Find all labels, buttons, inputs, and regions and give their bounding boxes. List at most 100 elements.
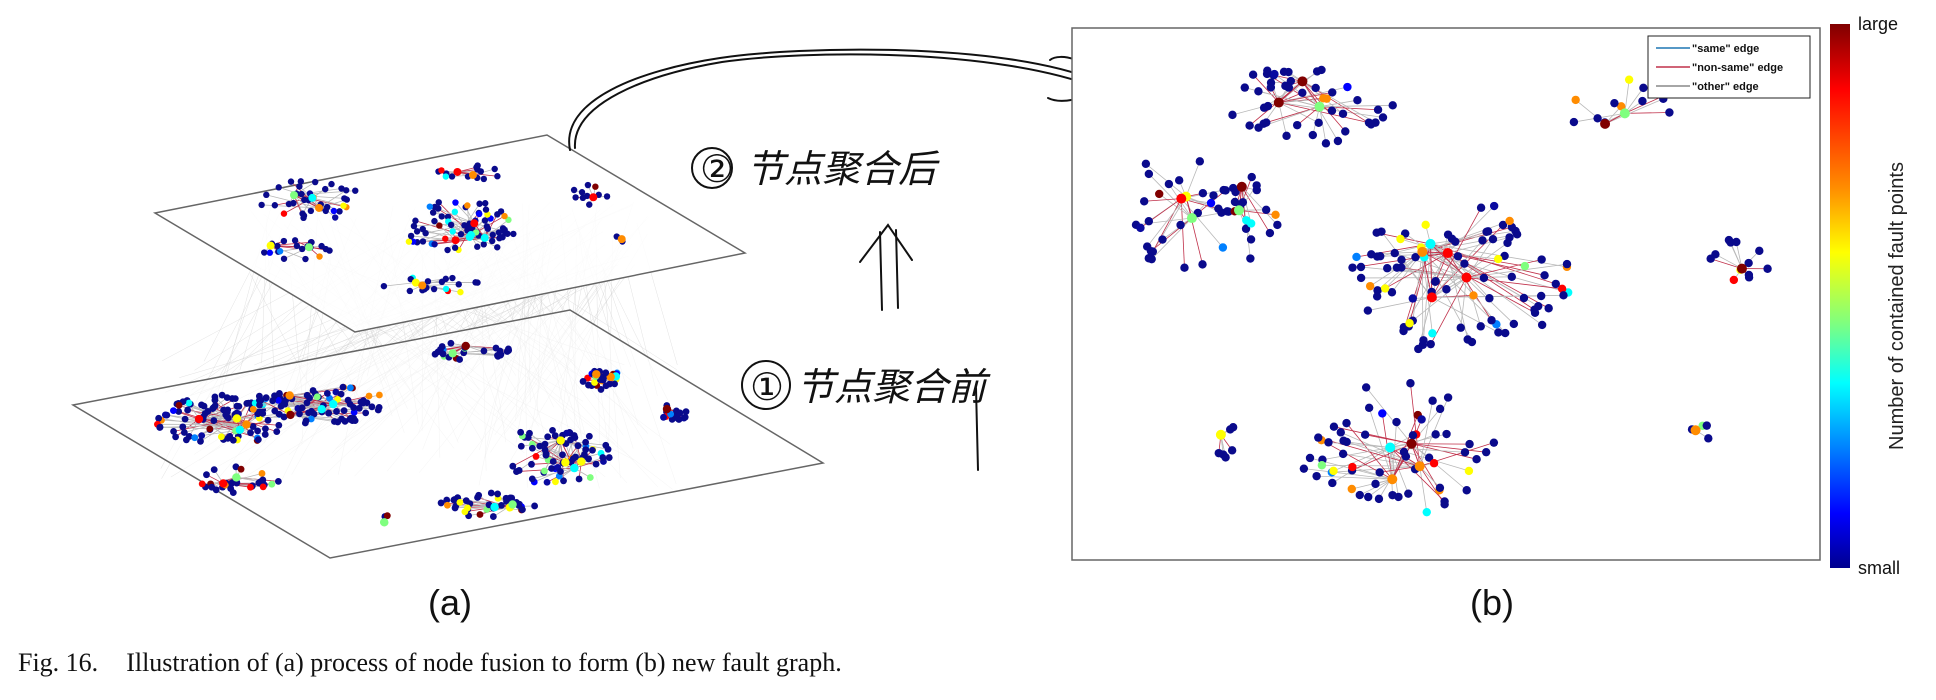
graph-node — [1421, 220, 1430, 230]
graph-edge — [1367, 296, 1432, 311]
graph-node — [339, 383, 347, 391]
graph-edge — [1333, 447, 1391, 472]
graph-node — [504, 230, 511, 237]
circled-one — [741, 360, 791, 410]
graph-node — [1460, 448, 1470, 457]
subfigure-label-a: (a) — [428, 582, 472, 623]
handwriting-top: ② 节点聚合后 — [700, 147, 940, 191]
graph-edge — [1368, 407, 1393, 480]
graph-node — [1507, 272, 1517, 282]
graph-node — [424, 278, 432, 285]
graph-edge — [1391, 414, 1419, 480]
graph-node — [1469, 291, 1478, 300]
graph-edge — [1321, 464, 1420, 467]
fault-graph-b — [1131, 65, 1772, 517]
graph-node — [1372, 228, 1381, 237]
graph-node — [1371, 479, 1380, 489]
graph-node — [1422, 507, 1431, 517]
graph-node — [528, 475, 536, 483]
graph-node — [1373, 286, 1382, 295]
graph-node — [1429, 459, 1439, 468]
graph-edge — [1389, 447, 1409, 494]
graph-node — [1428, 329, 1437, 338]
graph-node — [182, 436, 190, 444]
graph-node — [1298, 88, 1307, 97]
graph-node — [1498, 220, 1508, 230]
graph-hub-node — [453, 167, 462, 176]
graph-node — [1408, 294, 1418, 303]
graph-node — [492, 344, 500, 352]
graph-node — [1231, 187, 1240, 197]
graph-node — [155, 414, 163, 422]
graph-node — [1328, 478, 1337, 488]
graph-node — [1308, 130, 1318, 140]
graph-edge — [532, 467, 575, 480]
graph-node — [1665, 108, 1674, 117]
graph-node — [1460, 259, 1469, 268]
graph-node — [206, 425, 214, 433]
graph-node — [172, 433, 179, 441]
graph-node — [170, 407, 177, 415]
graph-node — [247, 483, 254, 491]
graph-edge — [1409, 277, 1467, 324]
graph-edge — [1389, 447, 1393, 496]
graph-hub-node — [1385, 442, 1396, 453]
graph-node — [263, 191, 270, 199]
graph-edge — [1447, 252, 1545, 276]
graph-edge — [1278, 86, 1348, 103]
graph-edge — [528, 437, 561, 441]
graph-node — [338, 185, 345, 192]
graph-node — [1139, 197, 1149, 206]
graph-node — [311, 178, 319, 186]
graph-node — [451, 208, 459, 216]
graph-node — [1352, 252, 1361, 262]
graph-node — [1464, 466, 1474, 476]
graph-node — [1198, 260, 1207, 269]
graph-node — [307, 207, 315, 215]
graph-edge — [1319, 104, 1393, 108]
legend: "same" edge "non-same" edge "other" edge — [1647, 35, 1811, 99]
graph-node — [482, 206, 490, 213]
graph-hub-node — [508, 500, 517, 509]
graph-node — [1744, 258, 1753, 268]
graph-node — [175, 408, 183, 415]
graph-node — [293, 242, 301, 250]
graph-node — [592, 183, 599, 190]
graph-node — [426, 203, 434, 210]
graph-node — [1540, 271, 1549, 280]
graph-node — [344, 396, 352, 404]
graph-node — [1341, 127, 1350, 136]
graph-node — [258, 201, 265, 209]
graph-node — [258, 470, 266, 477]
graph-hub-node — [290, 191, 299, 200]
graph-node — [1221, 453, 1230, 462]
graph-node — [1198, 189, 1208, 198]
graph-edge — [1624, 79, 1630, 114]
graph-node — [1327, 106, 1337, 115]
graph-hub-node — [418, 281, 427, 290]
panel-a — [70, 134, 826, 559]
graph-edge — [518, 440, 561, 471]
graph-node — [505, 347, 513, 354]
graph-node — [570, 186, 578, 194]
graph-edge — [554, 440, 562, 469]
graph-node — [585, 381, 592, 389]
graph-node — [1569, 117, 1579, 127]
graph-edge — [1278, 98, 1327, 103]
graph-node — [510, 230, 517, 238]
graph-node — [1487, 316, 1496, 325]
graph-node — [161, 411, 169, 419]
graph-node — [476, 200, 483, 207]
graph-node — [1485, 294, 1494, 303]
graph-hub-node — [286, 410, 295, 420]
graph-node — [548, 465, 555, 472]
graph-hub-node — [1176, 193, 1187, 204]
graph-node — [528, 460, 535, 468]
graph-node — [1390, 248, 1399, 258]
graph-edge — [1322, 443, 1412, 461]
graph-node — [287, 178, 295, 185]
graph-edge — [1419, 400, 1434, 467]
graph-edge — [1278, 92, 1333, 103]
graph-node — [1227, 446, 1237, 455]
graph-node — [1442, 429, 1451, 439]
